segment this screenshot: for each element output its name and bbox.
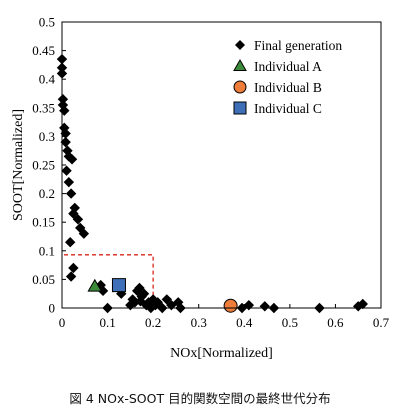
- data-point: [357, 298, 368, 310]
- x-tick-label: 0.5: [282, 315, 298, 330]
- nox-soot-scatter-chart: 0 0.1 0.2 0.3 0.4 0.5 0.6 0.7 0 0.05 0.1 0.15 0.2 0.…: [11, 15, 390, 362]
- data-point: [78, 228, 90, 239]
- x-tick-label: 0.2: [145, 315, 161, 330]
- y-tick-label: 0.2: [39, 186, 55, 201]
- x-tick-label: 0.1: [99, 315, 115, 330]
- data-point: [59, 105, 70, 116]
- y-tick-label: 0.35: [32, 100, 55, 115]
- legend-marker: [233, 58, 247, 71]
- y-tick-label: 0.5: [39, 15, 55, 30]
- legend-marker: [235, 40, 245, 50]
- legend-label: Individual C: [254, 101, 322, 116]
- legend-marker: [233, 101, 247, 115]
- data-point: [65, 188, 77, 199]
- x-tick-label: 0.6: [327, 315, 344, 330]
- series-final-generation: [56, 53, 368, 314]
- y-tick-label: 0.45: [32, 43, 55, 58]
- plot-area: [56, 53, 368, 314]
- legend-marker: [233, 80, 247, 94]
- figure-caption: 図 4 NOx-SOOT 目的関数空間の最終世代分布: [69, 391, 331, 406]
- legend: Final generation Individual A Individual B…: [222, 30, 375, 132]
- x-axis-ticks: 0 0.1 0.2 0.3 0.4 0.5 0.6 0.7: [59, 304, 390, 330]
- series-individual-b: [223, 298, 238, 313]
- y-axis-ticks: 0 0.05 0.1 0.15 0.2 0.25 0.3 0.35 0.4 0.45 0.5: [32, 15, 66, 316]
- y-tick-label: 0.15: [32, 215, 55, 230]
- data-point: [66, 154, 78, 165]
- data-point: [65, 271, 77, 282]
- legend-label: Final generation: [254, 38, 342, 53]
- data-point: [87, 278, 103, 292]
- legend-label: Individual A: [254, 59, 322, 74]
- x-axis-title: NOx[Normalized]: [170, 346, 273, 361]
- data-point: [65, 237, 76, 248]
- data-point: [60, 128, 71, 139]
- series-individual-c: [111, 278, 126, 293]
- legend-label: Individual B: [254, 80, 322, 95]
- y-tick-label: 0.3: [39, 129, 55, 144]
- data-point: [111, 278, 126, 293]
- legend-box: [222, 30, 375, 132]
- data-point: [69, 202, 80, 214]
- series-individual-a: [87, 278, 103, 292]
- data-point: [138, 288, 150, 299]
- y-tick-label: 0.1: [39, 243, 55, 258]
- y-tick-label: 0.25: [32, 158, 55, 173]
- data-point: [60, 136, 71, 148]
- data-point: [72, 214, 84, 225]
- data-point: [63, 176, 75, 188]
- y-axis-title: SOOT[Normalized]: [11, 109, 26, 221]
- data-point: [68, 262, 79, 274]
- x-tick-label: 0.3: [191, 315, 207, 330]
- y-tick-label: 0: [49, 301, 56, 316]
- data-point: [259, 301, 270, 312]
- x-tick-label: 0: [59, 315, 66, 330]
- data-point: [61, 165, 72, 176]
- reference-dashed-box: [64, 254, 154, 307]
- data-point: [97, 285, 109, 297]
- data-point: [57, 94, 69, 105]
- x-tick-label: 0.7: [373, 315, 390, 330]
- data-point: [223, 298, 238, 313]
- x-tick-label: 0.4: [236, 315, 253, 330]
- y-tick-label: 0.4: [39, 72, 56, 87]
- y-tick-label: 0.05: [32, 272, 55, 287]
